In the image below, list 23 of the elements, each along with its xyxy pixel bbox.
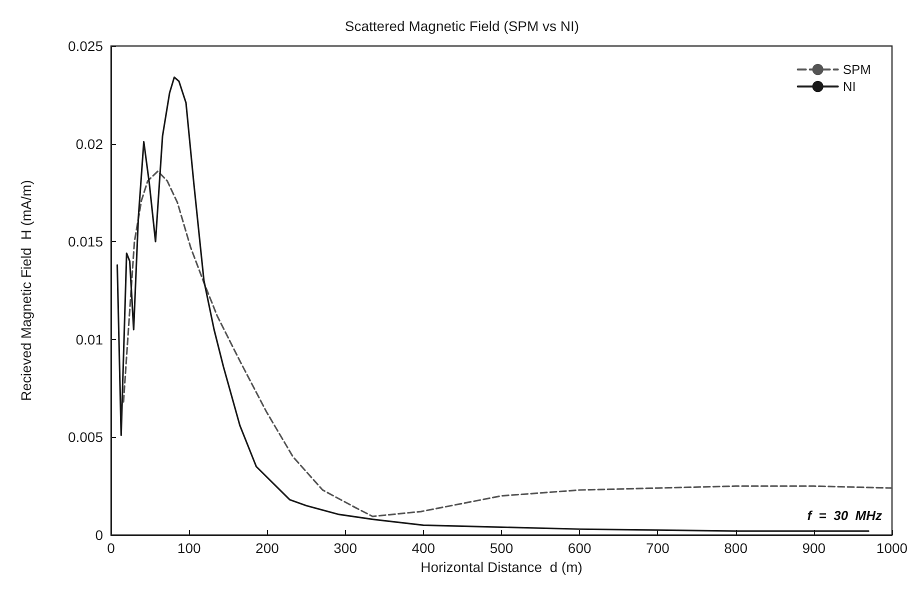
- legend-label: SPM: [842, 62, 871, 77]
- x-tick-label: 500: [490, 540, 514, 556]
- x-tick-label: 200: [256, 540, 280, 556]
- x-tick-label: 800: [724, 540, 748, 556]
- y-tick-label: 0.005: [68, 429, 104, 446]
- y-tick-label: 0.015: [68, 234, 104, 250]
- chart-title: Scattered Magnetic Field (SPM vs NI): [344, 18, 580, 34]
- y-axis-title: Recieved Magnetic Field H (mA/m): [18, 180, 34, 401]
- x-tick-label: 1000: [876, 540, 908, 556]
- y-tick-label: 0.025: [68, 38, 104, 54]
- x-tick-label: 100: [177, 540, 201, 556]
- annotation: f = 30 MHz: [807, 508, 882, 523]
- x-tick-label: 0: [107, 540, 116, 556]
- x-tick-label: 400: [412, 540, 436, 556]
- x-tick-label: 900: [802, 540, 826, 556]
- x-tick-label: 700: [646, 540, 670, 556]
- x-tick-label: 300: [334, 540, 358, 556]
- legend-label: NI: [842, 79, 856, 94]
- y-tick-label: 0: [95, 527, 104, 543]
- x-tick-label: 600: [568, 540, 592, 556]
- y-tick-label: 0.01: [76, 331, 104, 348]
- x-axis-title: Horizontal Distance d (m): [420, 558, 582, 575]
- y-tick-label: 0.02: [76, 136, 104, 152]
